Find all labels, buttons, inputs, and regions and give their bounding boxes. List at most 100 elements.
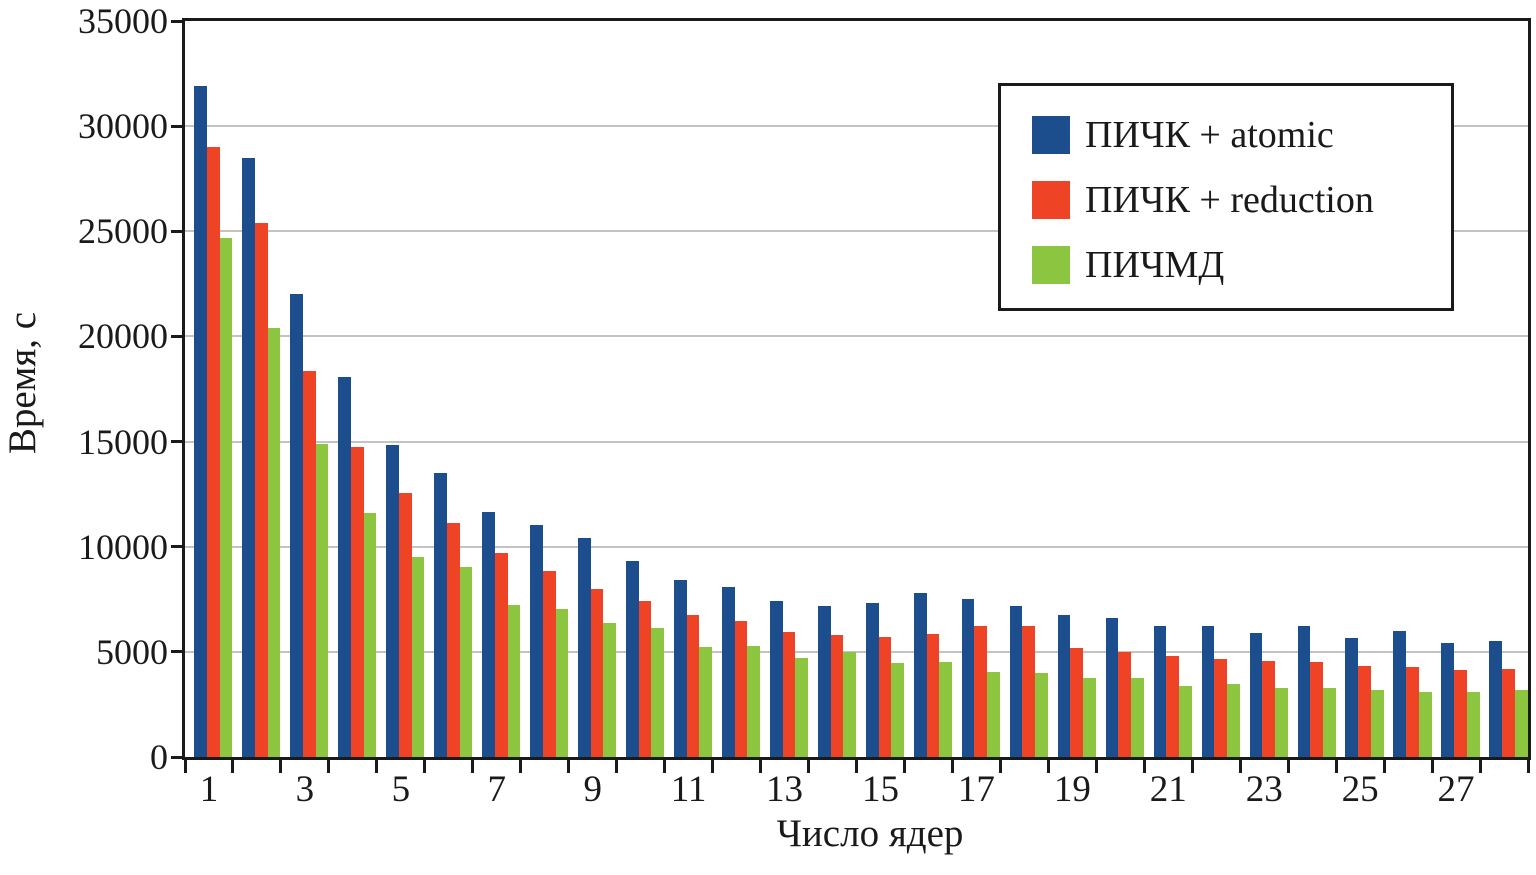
y-tick-label-10000: 10000 [78,526,168,567]
bar-series1-cores26 [1393,630,1407,757]
bar-series1-cores23 [1249,632,1263,757]
bar-series3-cores28 [1514,689,1528,757]
legend-swatch-3 [1032,246,1070,284]
bar-series3-cores21 [1179,685,1192,757]
bar-series2-cores4 [350,446,364,757]
bar-series3-cores9 [603,623,617,757]
y-tick-30000 [171,124,184,128]
y-tick-0 [171,755,184,759]
legend-item-3: ПИЧМД [1032,246,1224,284]
bar-series1-cores15 [865,603,879,757]
x-tick-9 [615,760,619,773]
bar-series1-cores9 [578,538,591,757]
x-tick-27 [1478,760,1482,773]
x-tick-10 [663,760,667,773]
bar-series2-cores14 [830,635,844,757]
bar-series3-cores16 [939,662,952,757]
bar-series2-cores16 [926,633,940,757]
x-tick-label-11: 11 [670,769,707,810]
x-tick-label-9: 9 [583,769,602,810]
y-tick-label-35000: 35000 [78,1,168,41]
bar-series3-cores18 [1035,672,1048,757]
y-tick-5000 [171,650,184,654]
bar-series1-cores10 [626,561,639,757]
bar-series1-cores8 [530,524,543,757]
bar-series1-cores11 [673,580,687,757]
x-tick-label-21: 21 [1149,769,1187,810]
bar-series3-cores22 [1227,684,1240,757]
legend-label-1: ПИЧК + atomic [1085,114,1334,156]
grid-line-10000 [185,545,1528,548]
x-tick-18 [1046,760,1050,773]
bar-series1-cores4 [338,377,351,757]
bar-series3-cores4 [363,513,377,757]
legend-item-2: ПИЧК + reduction [1032,181,1374,219]
bar-series3-cores19 [1083,678,1096,757]
grid-line-25000 [185,230,1528,233]
bar-series3-cores24 [1322,687,1336,757]
y-tick-35000 [171,19,184,23]
x-tick-16 [950,760,954,773]
grid-line-30000 [185,125,1528,128]
bar-series3-cores6 [459,566,473,757]
bar-series1-cores5 [386,444,399,757]
bar-series3-cores25 [1370,689,1384,757]
bar-series2-cores8 [542,570,556,757]
x-tick-2 [279,760,283,773]
bar-series2-cores5 [398,493,412,757]
bar-series1-cores12 [721,586,735,757]
x-tick-25 [1382,760,1386,773]
bar-series2-cores23 [1262,661,1275,757]
bar-series2-cores18 [1022,625,1036,757]
y-tick-label-5000: 5000 [96,631,168,672]
bar-series3-cores3 [315,443,329,757]
bar-series2-cores2 [255,222,268,757]
bar-series2-cores24 [1310,662,1323,757]
y-tick-25000 [171,229,184,233]
bar-series2-cores26 [1406,666,1419,757]
x-tick-21 [1190,760,1194,773]
bar-series1-cores14 [817,605,831,757]
bar-series1-cores6 [434,473,447,757]
x-tick-label-5: 5 [391,769,411,810]
legend-swatch-1 [1032,116,1070,154]
bar-series3-cores10 [651,627,665,757]
x-tick-11 [711,760,715,773]
x-tick-14 [855,760,858,773]
x-tick-label-23: 23 [1245,769,1283,810]
bar-series1-cores19 [1057,615,1071,757]
x-tick-7 [519,760,523,773]
bar-series1-cores28 [1489,641,1503,757]
bar-series2-cores6 [446,522,460,757]
bar-series3-cores5 [411,557,425,757]
x-tick-5 [423,760,427,773]
bar-series3-cores14 [843,651,856,757]
y-tick-10000 [171,545,184,549]
bar-series2-cores28 [1502,668,1515,757]
x-tick-22 [1238,760,1242,773]
bar-series3-cores12 [747,645,761,757]
bar-series1-cores22 [1201,625,1215,757]
legend: ПИЧК + atomic ПИЧК + reduction ПИЧМД [998,83,1454,311]
y-tick-label-0: 0 [150,737,168,777]
bar-series3-cores1 [219,237,233,757]
x-tick-label-27: 27 [1437,769,1475,810]
bar-series3-cores27 [1466,691,1480,757]
grid-line-20000 [185,335,1528,338]
bar-series2-cores12 [734,621,748,757]
legend-label-3: ПИЧМД [1085,244,1225,286]
x-tick-label-19: 19 [1053,769,1091,810]
y-tick-label-25000: 25000 [78,211,168,252]
bar-series3-cores15 [891,663,904,757]
bar-series2-cores19 [1070,647,1084,757]
bar-series2-cores17 [974,625,988,757]
x-tick-4 [375,760,379,773]
bar-series2-cores27 [1454,669,1467,757]
bar-series1-cores7 [482,512,495,757]
legend-label-2: ПИЧК + reduction [1085,179,1374,221]
bar-series1-cores17 [961,599,975,757]
bar-series2-cores9 [590,588,604,757]
y-tick-label-20000: 20000 [78,316,168,357]
bar-series3-cores2 [267,328,281,757]
x-tick-17 [998,760,1002,773]
